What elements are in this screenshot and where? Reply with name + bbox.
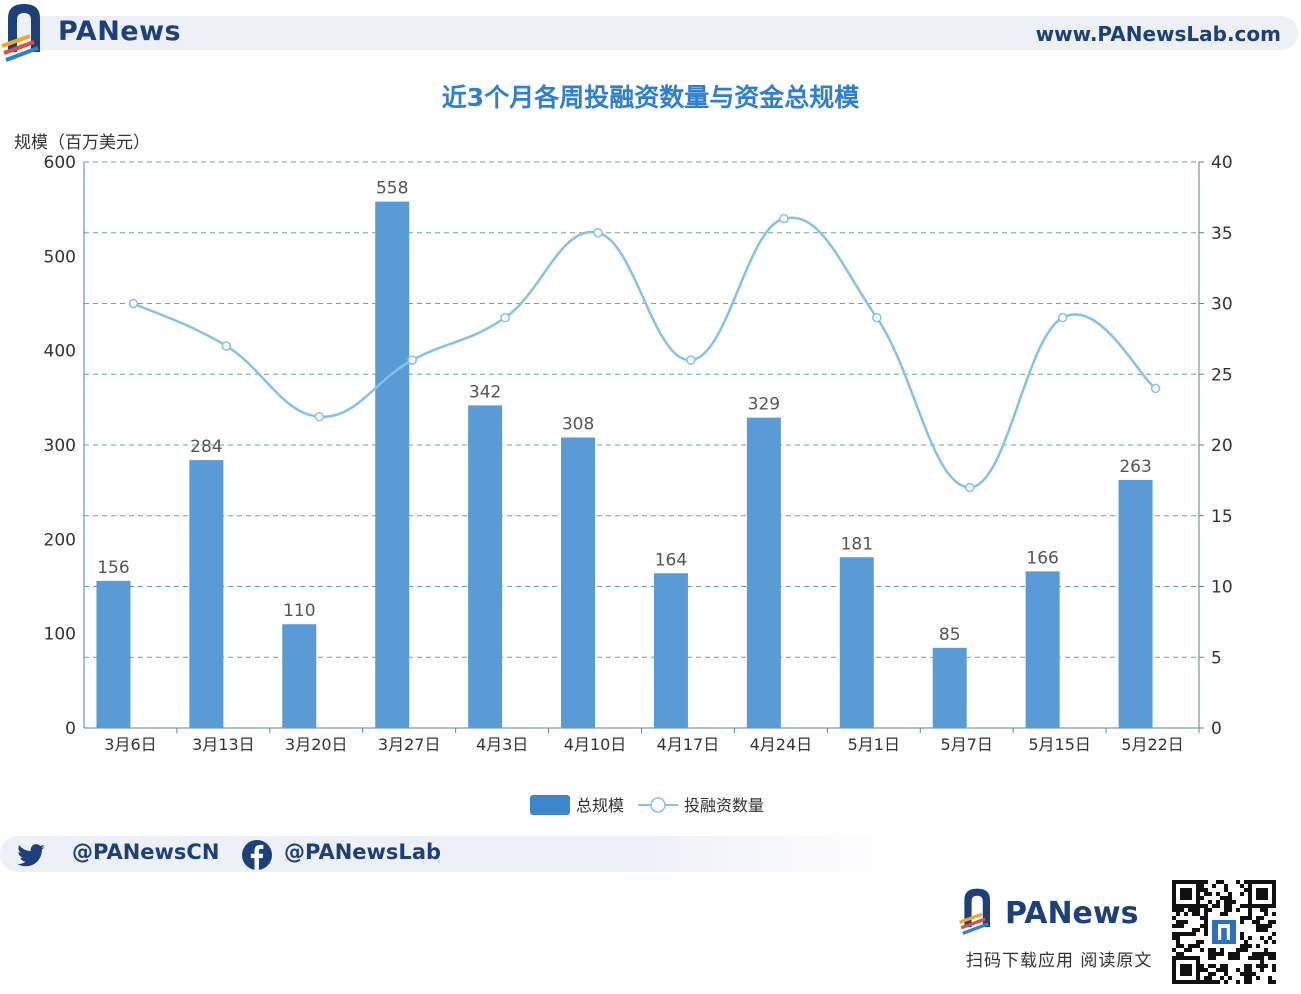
facebook-icon[interactable] [242,840,272,870]
y-tick-label-right: 25 [1211,365,1233,385]
bar-value-label: 181 [841,534,873,554]
y-tick-label-left: 0 [65,719,76,739]
x-tick-label: 3月27日 [378,735,441,754]
line-point [593,228,603,238]
bar-value-label: 263 [1119,457,1151,477]
line-point [779,213,789,224]
bar-value-label: 164 [655,550,687,570]
line-point [407,355,417,365]
y-tick-label-right: 0 [1211,719,1222,739]
site-url[interactable]: www.PANewsLab.com [1035,22,1281,46]
x-tick-label: 4月3日 [476,735,528,754]
line-point [1057,312,1068,323]
brand-name: PANews [58,16,182,47]
bar [746,417,781,728]
header-bar [8,16,1298,50]
bar [1118,479,1153,728]
bar [96,580,131,728]
combo-chart: 0 100 200 300 400 500 600 0 5 10 15 20 25 30 35 40 规模（百万… [14,133,1233,815]
legend-swatch-point [650,797,666,813]
facebook-handle[interactable]: @PANewsLab [284,840,442,864]
line-point [500,312,510,323]
bar [561,437,596,728]
x-tick-label: 4月17日 [657,735,720,754]
y-tick-label-left: 400 [44,342,76,362]
bar-value-label: 156 [97,558,129,578]
x-tick-label: 5月7日 [941,735,993,754]
x-tick-label: 3月13日 [192,735,255,754]
brand-name-bottom: PANews [1005,896,1139,931]
y-tick-label-right: 10 [1211,578,1233,598]
x-tick-label: 3月6日 [104,735,156,754]
y-tick-label-left: 100 [44,625,76,645]
bar-value-label: 558 [376,179,408,199]
x-tick-label: 3月20日 [285,735,348,754]
bar [1025,571,1060,728]
line-point [964,482,975,493]
x-tick-label: 4月24日 [750,735,813,754]
bar [468,405,503,728]
bar [932,647,967,728]
y-tick-label-right: 40 [1211,153,1233,173]
y-tick-label-left: 500 [44,247,76,267]
download-text: 扫码下载应用 阅读原文 [966,951,1153,971]
line-point [221,341,232,351]
bar [375,201,410,728]
bar-value-label: 308 [562,414,594,434]
bar-value-label: 284 [190,437,222,457]
y-tick-label-right: 20 [1211,436,1233,456]
x-tick-label: 5月22日 [1121,735,1184,754]
chart-title: 近3个月各周投融资数量与资金总规模 [441,83,860,112]
line-point [1150,383,1161,394]
x-tick-label: 5月1日 [848,735,900,754]
y-tick-label-right: 5 [1211,648,1222,668]
x-tick-label: 4月10日 [564,735,627,754]
twitter-icon[interactable] [16,840,46,870]
bar [839,557,874,728]
line-point [872,312,882,323]
bar-value-label: 110 [283,601,315,621]
bar-value-label: 329 [748,395,780,415]
panews-logo-icon [1,4,40,62]
series-line [132,216,1157,489]
bar [189,460,224,728]
legend-label-line: 投融资数量 [684,796,764,815]
footer-bar [0,836,900,872]
y-tick-label-right: 30 [1211,295,1233,315]
y-tick-label-right: 35 [1211,224,1233,244]
qr-code-icon[interactable] [1172,880,1276,984]
line-point [686,355,696,365]
bar-value-label: 85 [939,625,961,645]
twitter-handle[interactable]: @PANewsCN [72,840,220,864]
line-point [128,298,139,309]
x-tick-label: 5月15日 [1028,735,1091,754]
y-tick-label-left: 200 [44,530,76,550]
y-tick-label-left: 600 [44,153,76,173]
y-axis-title: 规模（百万美元） [14,133,150,153]
panews-logo-bottom-icon [959,888,990,935]
bar-value-label: 342 [469,382,501,402]
legend-swatch-bar [530,795,570,815]
bar [653,573,688,728]
line-point [314,411,325,422]
legend-label-bar: 总规模 [576,796,624,815]
y-tick-label-left: 300 [44,436,76,456]
y-tick-label-right: 15 [1211,507,1233,527]
bar-value-label: 166 [1026,548,1058,568]
bar [282,624,317,728]
